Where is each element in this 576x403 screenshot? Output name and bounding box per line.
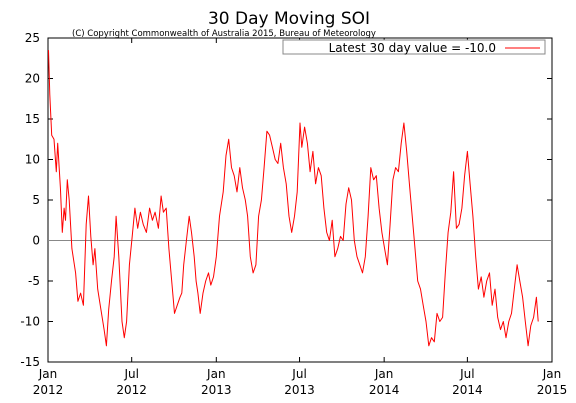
x-tick-label: Jul xyxy=(459,367,474,381)
y-tick-label: 5 xyxy=(32,193,40,207)
x-tick-label: Jan xyxy=(374,367,394,381)
y-tick-label: 20 xyxy=(25,72,40,86)
legend-label: Latest 30 day value = -10.0 xyxy=(329,41,496,55)
x-tick-label: Jan xyxy=(38,367,58,381)
x-tick-label: Jan xyxy=(542,367,562,381)
series-line xyxy=(48,50,539,347)
y-tick-label: -10 xyxy=(20,315,40,329)
x-tick-label: 2014 xyxy=(452,383,483,397)
x-tick-label: 2014 xyxy=(369,383,400,397)
x-tick-label: 2013 xyxy=(284,383,315,397)
x-tick-label: Jul xyxy=(291,367,306,381)
x-tick-label: 2012 xyxy=(33,383,64,397)
y-tick-label: -15 xyxy=(20,355,40,369)
x-tick-label: Jul xyxy=(123,367,138,381)
plot-frame xyxy=(47,37,553,363)
x-tick-label: 2012 xyxy=(116,383,147,397)
chart-title: 30 Day Moving SOI xyxy=(208,9,370,29)
y-tick-label: 15 xyxy=(25,112,40,126)
y-tick-label: -5 xyxy=(28,274,40,288)
x-tick-label: 2015 xyxy=(537,383,568,397)
legend-box xyxy=(282,39,546,55)
x-tick-label: Jan xyxy=(206,367,226,381)
y-axis: -15 -10 -5 0 5 10 15 20 25 xyxy=(20,31,552,369)
chart-copyright: (C) Copyright Commonwealth of Australia … xyxy=(72,29,376,39)
y-tick-label: 10 xyxy=(25,153,40,167)
y-tick-label: 25 xyxy=(25,31,40,45)
legend: Latest 30 day value = -10.0 xyxy=(282,39,546,55)
series-layer xyxy=(48,50,539,347)
y-tick-label: 0 xyxy=(32,234,40,248)
x-axis: Jan 2012 Jul 2012 Jan 2013 Jul 2013 Jan 2014 Jul 20… xyxy=(33,38,568,397)
x-tick-label: 2013 xyxy=(201,383,232,397)
